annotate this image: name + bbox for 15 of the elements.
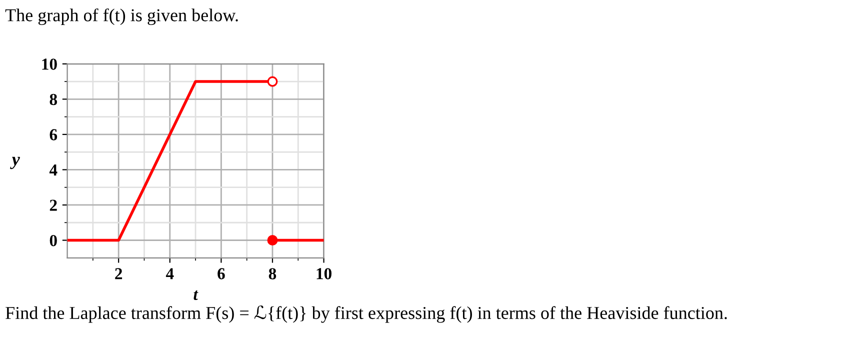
y-tick-label: 4 — [49, 164, 58, 176]
y-tick-label: 8 — [50, 94, 58, 106]
x-tick-label: 6 — [218, 268, 225, 280]
x-tick-label: 8 — [268, 268, 276, 280]
text: Find the Laplace transform F(s) = ℒ{f(t)} by first expressing f(t) in terms of the Heaviside function. — [6, 305, 727, 323]
y-tick-label: 10 — [42, 58, 57, 70]
x-tick-label: 2 — [115, 268, 122, 280]
x-tick-label: 10 — [316, 268, 332, 280]
y-tick-label: 2 — [50, 200, 57, 211]
y-tick-label: 0 — [50, 234, 57, 246]
y-axis-title: y — [10, 156, 20, 170]
x-axis-title: t — [194, 290, 198, 300]
chart-title: The graph of f(t) is given below. — [5, 8, 238, 26]
x-tick-label: 4 — [166, 268, 174, 280]
y-tick-label: 6 — [50, 129, 58, 140]
